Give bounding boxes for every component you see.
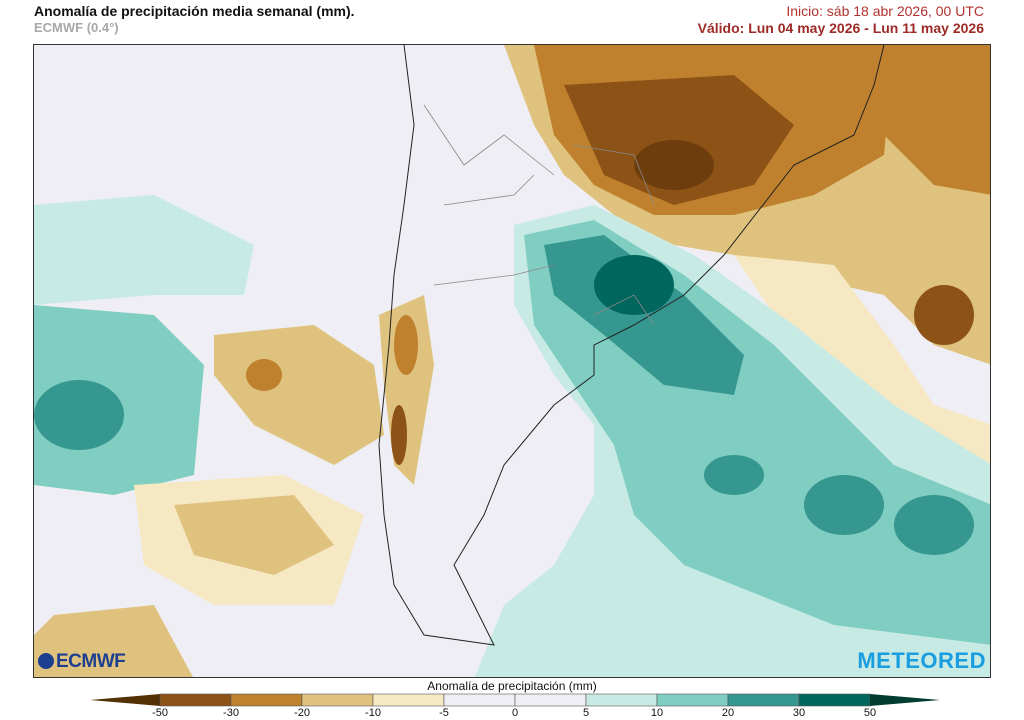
colorbar-tick-label: 50 <box>863 707 877 719</box>
dry-anomaly-area <box>391 405 407 465</box>
colorbar-segment <box>514 693 587 707</box>
ecmwf-logo-icon <box>38 653 54 669</box>
colorbar-tick-label: 10 <box>650 707 664 719</box>
colorbar-segment <box>159 693 232 707</box>
dry-anomaly-area <box>246 359 282 391</box>
dry-anomaly-area <box>874 45 990 195</box>
colorbar-over-arrow <box>870 694 940 706</box>
colorbar-segment <box>301 693 374 707</box>
wet-anomaly-area <box>34 380 124 450</box>
dry-anomaly-area <box>174 495 334 575</box>
south-america-coastline <box>378 45 885 646</box>
wet-anomaly-area <box>544 235 744 395</box>
anomaly-field <box>34 45 990 677</box>
wet-anomaly-area <box>804 475 884 535</box>
colorbar-segment <box>656 693 729 707</box>
wet-anomaly-area <box>894 495 974 555</box>
colorbar-segment <box>443 693 516 707</box>
colorbar <box>90 693 940 707</box>
colorbar-segment <box>798 693 871 707</box>
colorbar-segment <box>372 693 445 707</box>
precipitation-anomaly-map[interactable]: ECMWF METEORED <box>33 44 991 678</box>
country-borders <box>423 104 655 326</box>
colorbar-title: Anomalía de precipitación (mm) <box>427 679 597 693</box>
init-time: Inicio: sáb 18 abr 2026, 00 UTC <box>786 3 984 19</box>
dry-anomaly-area <box>214 325 384 465</box>
valid-period: Válido: Lun 04 may 2026 - Lun 11 may 202… <box>697 20 984 36</box>
wet-anomaly-area <box>34 195 254 305</box>
colorbar-segment <box>727 693 800 707</box>
dry-anomaly-area <box>394 315 418 375</box>
dry-anomaly-area <box>34 605 193 677</box>
colorbar-tick-label: -50 <box>152 707 168 719</box>
colorbar-tick-label: 30 <box>792 707 806 719</box>
dry-anomaly-area <box>564 75 794 205</box>
meteored-logo: METEORED <box>857 648 986 673</box>
colorbar-tick-label: -5 <box>439 707 449 719</box>
wet-anomaly-area <box>594 255 674 315</box>
colorbar-tick-label: 5 <box>582 707 590 719</box>
dry-anomaly-area <box>634 140 714 190</box>
colorbar-under-arrow <box>90 694 160 706</box>
colorbar-tick-label: -10 <box>365 707 381 719</box>
colorbar-tick-label: 20 <box>721 707 735 719</box>
colorbar-segment <box>230 693 303 707</box>
colorbar-tick-label: -20 <box>294 707 310 719</box>
colorbar-tick-label: -30 <box>223 707 239 719</box>
map-title: Anomalía de precipitación media semanal … <box>34 3 355 19</box>
colorbar-tick-label: 0 <box>511 707 519 719</box>
model-label: ECMWF (0.4°) <box>34 20 119 35</box>
dry-anomaly-area <box>914 285 974 345</box>
wet-anomaly-area <box>704 455 764 495</box>
ecmwf-logo: ECMWF <box>38 651 126 673</box>
colorbar-segment <box>585 693 658 707</box>
ecmwf-logo-text: ECMWF <box>56 651 126 672</box>
